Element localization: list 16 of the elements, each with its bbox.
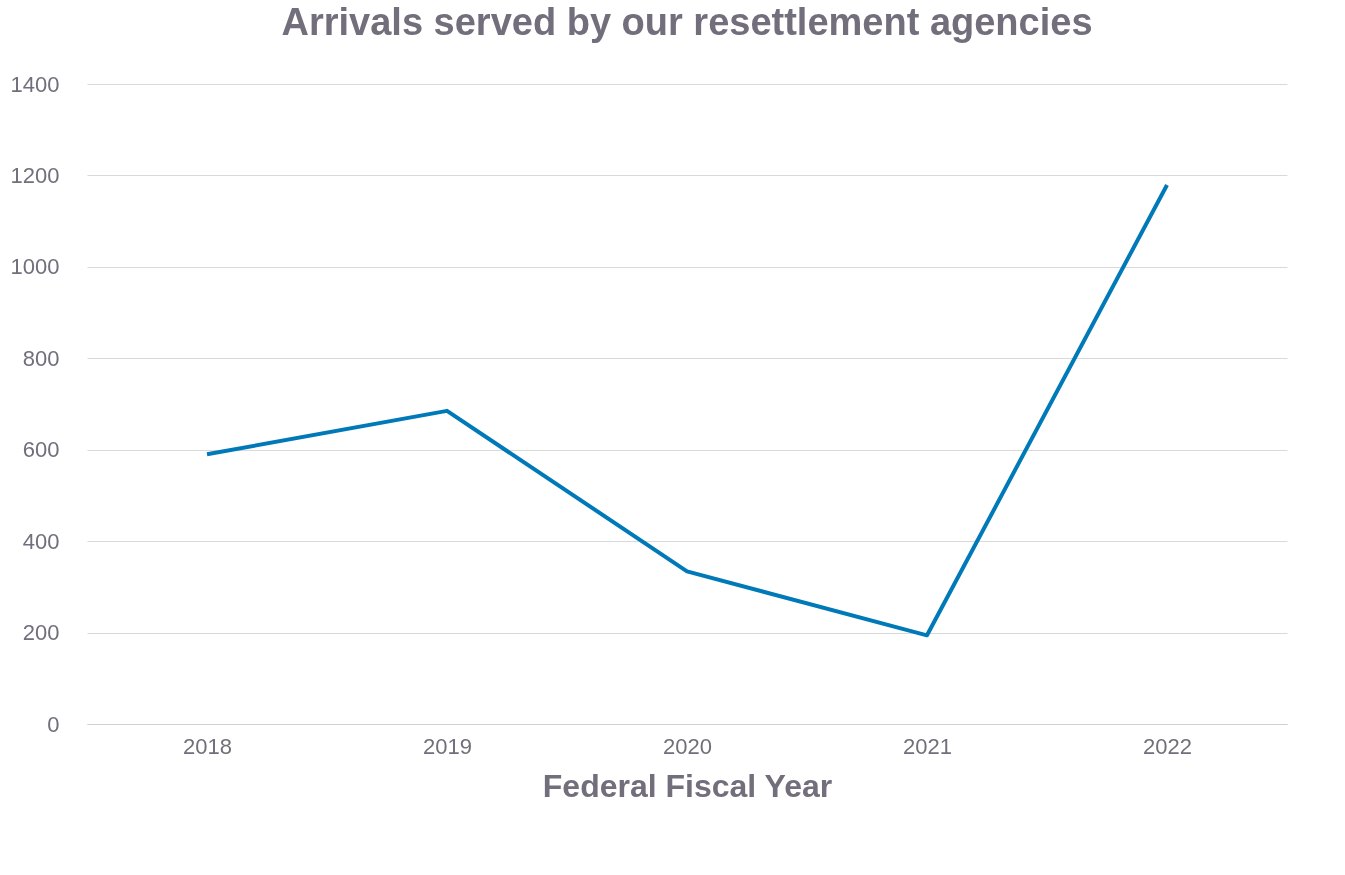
y-tick-label: 1200: [10, 162, 60, 188]
line-series: [205, 183, 1169, 638]
y-tick-label: 200: [22, 620, 60, 646]
y-tick-label: 0: [47, 711, 60, 737]
x-tick-label: 2019: [423, 733, 472, 759]
chart-title: Arrivals served by our resettlement agencies: [281, 1, 1093, 43]
x-axis-title: Federal Fiscal Year: [542, 767, 833, 804]
y-tick-label: 1000: [10, 254, 60, 280]
x-tick-label: 2018: [183, 733, 232, 759]
x-tick-label: 2021: [903, 733, 952, 759]
y-tick-label: 800: [22, 345, 60, 371]
x-tick-label: 2022: [1143, 733, 1192, 759]
y-tick-label: 1400: [10, 71, 60, 97]
y-tick-label: 600: [22, 437, 60, 463]
x-tick-label: 2020: [663, 733, 712, 759]
y-tick-label: 400: [22, 528, 60, 554]
